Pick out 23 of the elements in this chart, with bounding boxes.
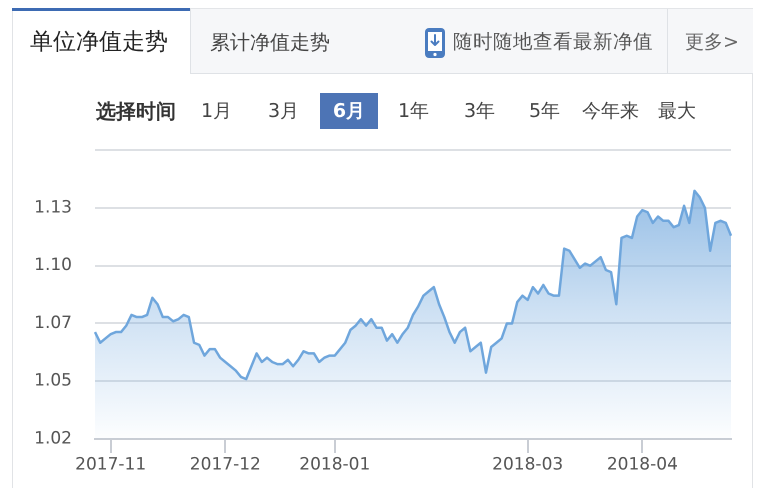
text: 1年 [398, 100, 430, 122]
text: 随时随地查看最新净值 [453, 30, 653, 54]
x-tick-label: 2017-11 [75, 454, 146, 475]
chart-title: 单位净值走势 [30, 28, 168, 54]
y-tick-label: 1.07 [34, 312, 72, 333]
y-tick-label: 1.05 [34, 370, 72, 391]
x-tick-label: 2018-03 [492, 454, 564, 475]
x-tick-label: 2017-12 [190, 454, 261, 475]
text: 最大 [658, 100, 696, 122]
text: 选择时间 [96, 99, 176, 123]
selected-button: 6月 [320, 93, 378, 129]
x-tick-label: 2018-04 [606, 454, 678, 475]
text: 累计净值走势 [210, 30, 330, 54]
text: 5年 [529, 100, 560, 122]
y-tick-label: 1.10 [34, 255, 72, 276]
text: 更多> [685, 30, 739, 52]
text: 1月 [201, 100, 232, 122]
text: 今年来 [582, 100, 639, 122]
text: 3月 [268, 100, 300, 122]
y-tick-label: 1.02 [34, 428, 72, 448]
x-tick-label: 2018-01 [299, 454, 370, 475]
y-tick-label: 1.13 [34, 197, 72, 218]
text: 3年 [464, 100, 496, 122]
